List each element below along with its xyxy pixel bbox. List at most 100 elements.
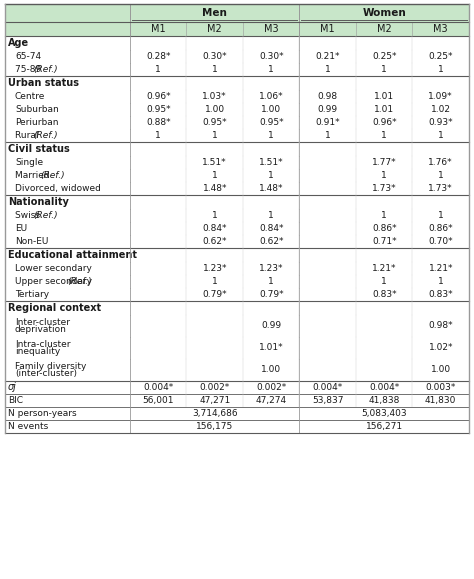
Text: 1: 1	[268, 211, 274, 220]
Text: Family diversity: Family diversity	[15, 362, 86, 371]
Text: Regional context: Regional context	[8, 303, 101, 313]
Text: Age: Age	[8, 38, 29, 48]
Text: 0.25*: 0.25*	[428, 52, 453, 61]
Bar	[5, 4, 469, 22]
Text: 1.73*: 1.73*	[428, 184, 453, 193]
Text: EU: EU	[15, 224, 27, 233]
Text: 47,271: 47,271	[199, 396, 230, 405]
Text: 1.00: 1.00	[431, 365, 451, 375]
Text: 0.93*: 0.93*	[428, 118, 453, 127]
Text: 1: 1	[438, 131, 444, 140]
Bar	[5, 359, 469, 381]
Text: Single: Single	[15, 158, 43, 167]
Text: deprivation: deprivation	[15, 325, 67, 334]
Text: 1.00: 1.00	[205, 105, 225, 114]
Text: Intra-cluster: Intra-cluster	[15, 340, 71, 349]
Text: 0.002*: 0.002*	[200, 383, 230, 392]
Text: 1: 1	[325, 131, 331, 140]
Text: 1: 1	[382, 65, 387, 74]
Text: 0.95*: 0.95*	[259, 118, 283, 127]
Text: 53,837: 53,837	[312, 396, 344, 405]
Text: 1: 1	[212, 131, 218, 140]
Bar	[5, 76, 469, 90]
Text: Non-EU: Non-EU	[15, 237, 48, 246]
Bar	[5, 103, 469, 116]
Text: 1.09*: 1.09*	[428, 92, 453, 101]
Text: Suburban: Suburban	[15, 105, 59, 114]
Text: M1: M1	[320, 24, 335, 34]
Text: 0.003*: 0.003*	[426, 383, 456, 392]
Text: Civil status: Civil status	[8, 144, 70, 154]
Text: 47,274: 47,274	[255, 396, 287, 405]
Text: M3: M3	[433, 24, 448, 34]
Text: (Ref.): (Ref.)	[67, 277, 91, 286]
Text: 1: 1	[438, 211, 444, 220]
Text: 1: 1	[438, 65, 444, 74]
Bar	[5, 407, 469, 420]
Bar	[5, 63, 469, 76]
Text: 41,838: 41,838	[369, 396, 400, 405]
Text: 1: 1	[155, 65, 161, 74]
Text: 1: 1	[268, 65, 274, 74]
Text: (inter-cluster): (inter-cluster)	[15, 369, 77, 378]
Text: Divorced, widowed: Divorced, widowed	[15, 184, 101, 193]
Text: 65-74: 65-74	[15, 52, 41, 61]
Bar	[5, 222, 469, 235]
Text: 0.002*: 0.002*	[256, 383, 286, 392]
Text: Lower secondary: Lower secondary	[15, 264, 92, 273]
Text: (Ref.): (Ref.)	[33, 65, 58, 74]
Text: M2: M2	[377, 24, 392, 34]
Text: 1: 1	[268, 171, 274, 180]
Text: σj: σj	[8, 383, 17, 393]
Text: 0.91*: 0.91*	[315, 118, 340, 127]
Text: 1.73*: 1.73*	[372, 184, 397, 193]
Text: 1: 1	[155, 131, 161, 140]
Text: BIC: BIC	[8, 396, 23, 405]
Bar	[5, 36, 469, 50]
Text: 0.84*: 0.84*	[259, 224, 283, 233]
Text: 1.21*: 1.21*	[428, 264, 453, 273]
Text: (Ref.): (Ref.)	[33, 131, 58, 140]
Text: 1: 1	[438, 277, 444, 286]
Text: (Ref.): (Ref.)	[40, 171, 64, 180]
Text: 0.21*: 0.21*	[316, 52, 340, 61]
Text: 156,271: 156,271	[365, 422, 403, 431]
Text: 1.23*: 1.23*	[202, 264, 227, 273]
Text: 0.28*: 0.28*	[146, 52, 171, 61]
Bar	[5, 50, 469, 63]
Text: 0.84*: 0.84*	[202, 224, 227, 233]
Bar	[5, 116, 469, 129]
Text: 1: 1	[268, 277, 274, 286]
Text: 1: 1	[438, 171, 444, 180]
Text: 1: 1	[212, 171, 218, 180]
Bar	[5, 381, 469, 394]
Text: Inter-cluster: Inter-cluster	[15, 318, 70, 327]
Bar	[5, 275, 469, 288]
Text: 1: 1	[382, 277, 387, 286]
Text: Urban status: Urban status	[8, 78, 79, 88]
Text: 1.77*: 1.77*	[372, 158, 397, 167]
Text: 0.30*: 0.30*	[202, 52, 227, 61]
Text: 0.79*: 0.79*	[202, 290, 227, 299]
Text: 1.01: 1.01	[374, 105, 394, 114]
Text: N events: N events	[8, 422, 48, 431]
Text: 1.02: 1.02	[431, 105, 451, 114]
Text: 1: 1	[325, 65, 331, 74]
Text: 1.48*: 1.48*	[259, 184, 283, 193]
Text: Women: Women	[363, 8, 406, 18]
Bar	[5, 22, 469, 36]
Text: Rural: Rural	[15, 131, 41, 140]
Text: 0.79*: 0.79*	[259, 290, 283, 299]
Bar	[5, 301, 469, 315]
Bar	[5, 90, 469, 103]
Bar	[5, 394, 469, 407]
Text: 0.004*: 0.004*	[143, 383, 173, 392]
Text: 0.004*: 0.004*	[369, 383, 400, 392]
Bar	[5, 288, 469, 301]
Text: 1.00: 1.00	[261, 365, 281, 375]
Text: (Ref.): (Ref.)	[33, 211, 58, 220]
Text: Educational attainment: Educational attainment	[8, 250, 137, 260]
Text: 1.01*: 1.01*	[259, 343, 283, 353]
Bar	[5, 129, 469, 142]
Text: Centre: Centre	[15, 92, 46, 101]
